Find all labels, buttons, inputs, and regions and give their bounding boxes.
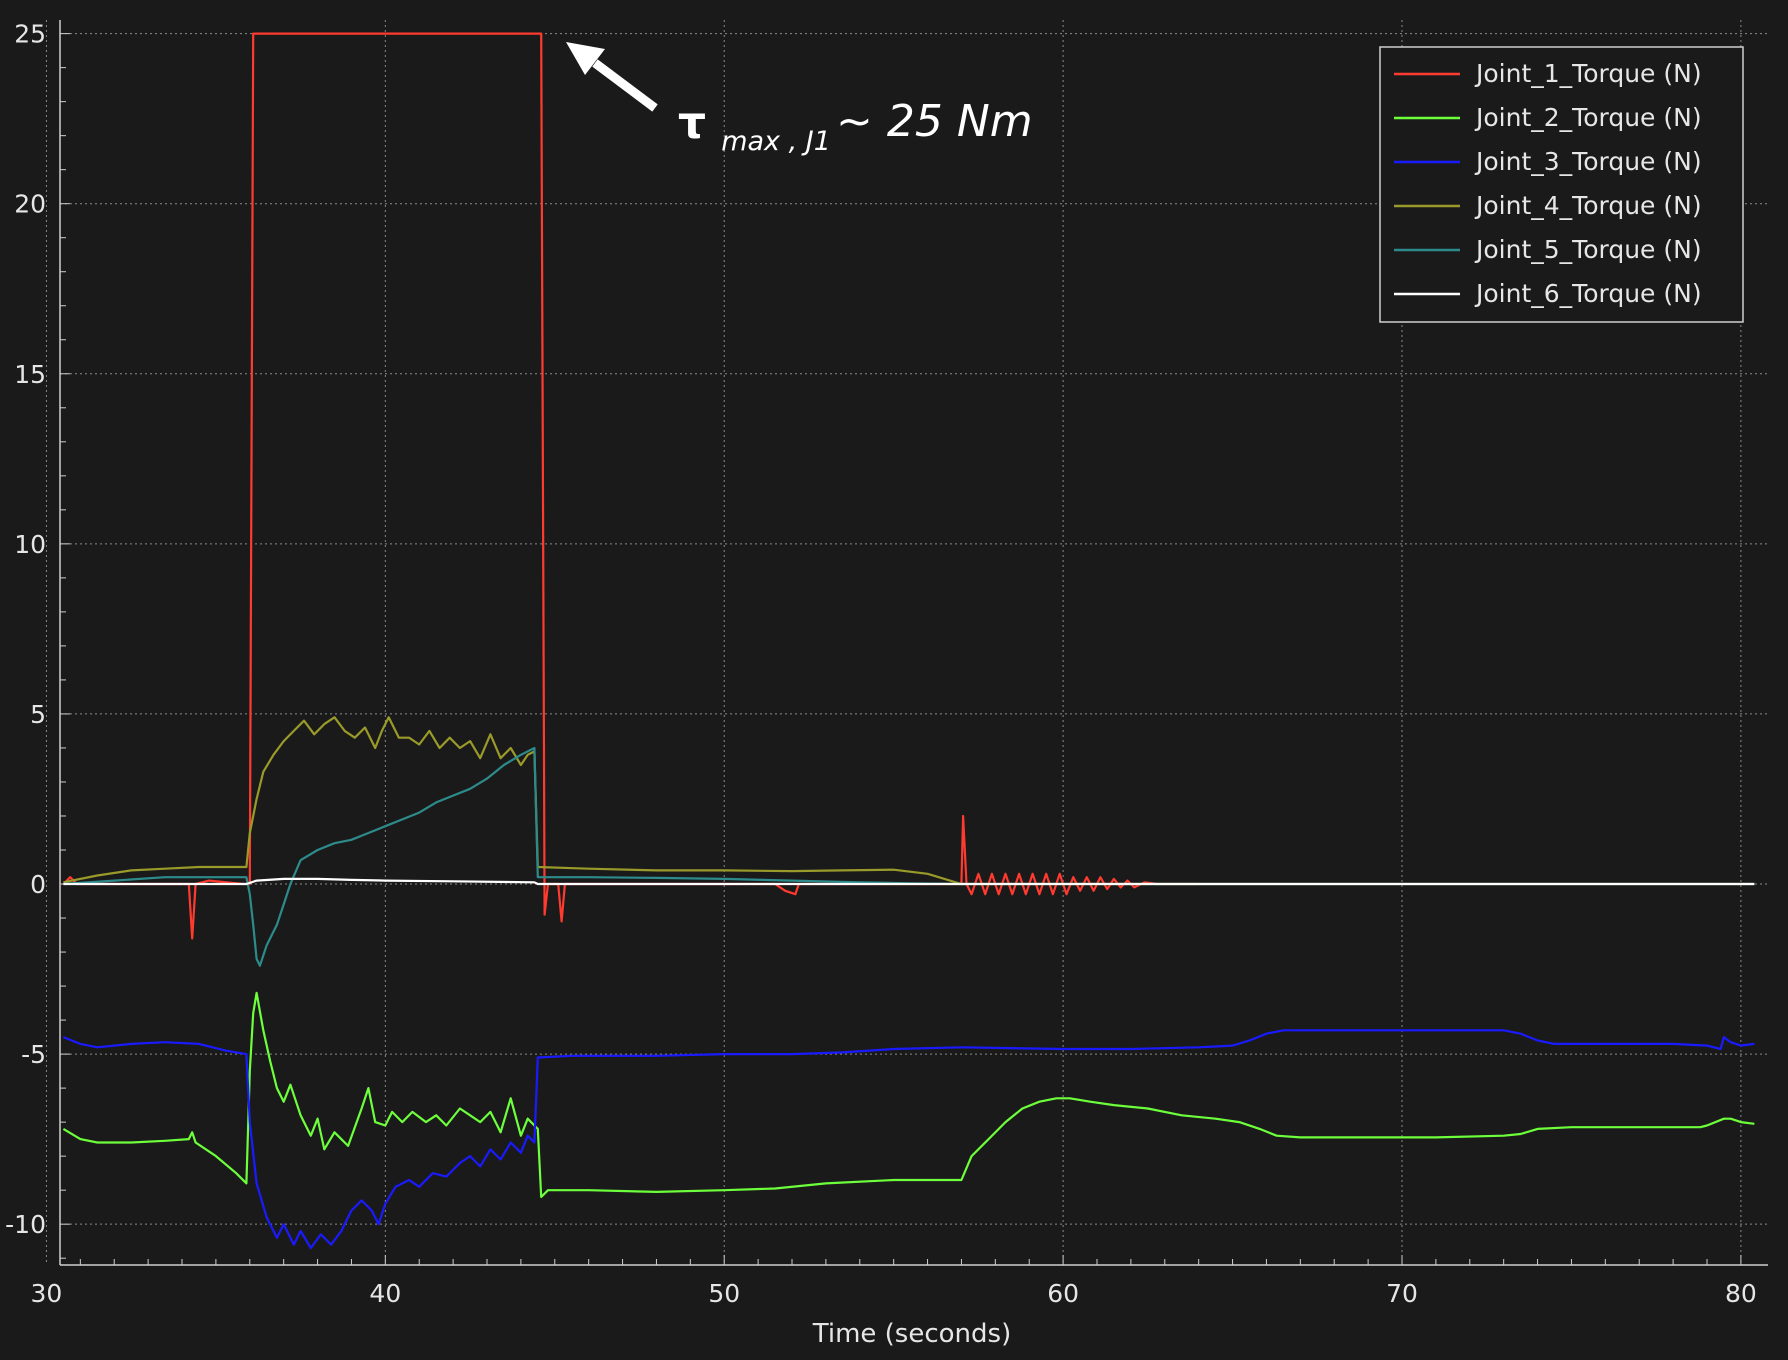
y-tick-label: 0	[30, 870, 46, 899]
legend: Joint_1_Torque (N) Joint_2_Torque (N) Join…	[1379, 46, 1744, 323]
x-tick-label: 80	[1725, 1279, 1757, 1308]
y-tick-label: -10	[5, 1210, 46, 1239]
annotation-value: ~ 25 Nm	[836, 96, 1033, 147]
x-tick-label: 60	[1047, 1279, 1079, 1308]
x-tick-label: 30	[31, 1279, 63, 1308]
y-tick-labels: 25 20 15 10 5 0 -5 -10	[5, 20, 46, 1240]
legend-label-joint-4: Joint_4_Torque (N)	[1474, 191, 1702, 220]
series-line-joint-3	[62, 1029, 1755, 1250]
x-tick-labels: 30 40 50 60 70 80	[31, 1279, 1757, 1308]
x-tick-label: 50	[708, 1279, 740, 1308]
axes	[59, 20, 1768, 1266]
legend-label-joint-1: Joint_1_Torque (N)	[1474, 59, 1702, 88]
series-lines	[62, 32, 1755, 1250]
y-tick-label: 5	[30, 700, 46, 729]
annotation-arrow-shaft	[592, 59, 658, 112]
x-tick-label: 40	[369, 1279, 401, 1308]
series-line-joint-4	[63, 716, 1755, 886]
annotation-text: τ max , J1 ~ 25 Nm	[678, 96, 1033, 157]
annotation-subscript: max , J1	[721, 126, 831, 157]
y-tick-label: 20	[14, 190, 46, 219]
legend-label-joint-5: Joint_5_Torque (N)	[1474, 235, 1702, 264]
y-tick-label: 10	[14, 530, 46, 559]
y-tick-label: 25	[14, 20, 46, 49]
y-tick-label: -5	[21, 1040, 46, 1069]
series-line-joint-6	[63, 877, 1755, 886]
series-line-joint-2	[62, 991, 1755, 1199]
series-line-joint-5	[63, 746, 1755, 967]
y-tick-label: 15	[14, 360, 46, 389]
annotation-arrow-head	[566, 42, 605, 75]
x-tick-label: 70	[1386, 1279, 1418, 1308]
legend-label-joint-2: Joint_2_Torque (N)	[1474, 103, 1702, 132]
legend-label-joint-3: Joint_3_Torque (N)	[1474, 147, 1702, 176]
annotation-tau: τ	[678, 98, 706, 149]
legend-box	[1379, 46, 1744, 323]
legend-label-joint-6: Joint_6_Torque (N)	[1474, 279, 1702, 308]
max-torque-annotation: τ max , J1 ~ 25 Nm	[566, 42, 1033, 157]
x-axis-label: Time (seconds)	[812, 1319, 1011, 1349]
